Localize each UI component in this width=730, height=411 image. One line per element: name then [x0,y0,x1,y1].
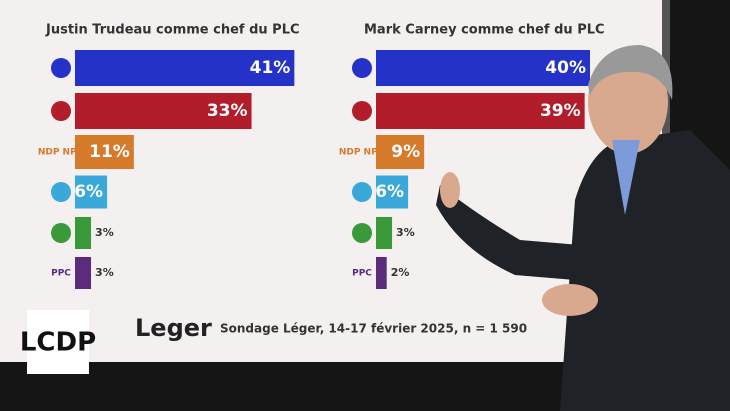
show-logo: LCDP [20,328,96,358]
bar [376,93,585,129]
party-logo [352,223,372,243]
value-label: 2% [391,266,410,279]
bar [376,257,387,289]
party-logo [352,101,372,121]
value-label: 41% [250,58,291,78]
value-label: 11% [89,142,130,162]
party-logo-label: NDP NPD [339,148,385,158]
leger-logo: Leger [135,314,212,342]
bar [376,175,409,209]
presenter-shirt [612,140,640,215]
party-logo-label: PPC [352,269,372,279]
presenter-body [560,130,730,411]
party-logo [352,182,372,202]
bar [75,257,92,289]
charts: Justin Trudeau comme chef du PLC 41% 33% ND… [38,23,605,289]
bar [75,217,92,249]
bar [376,50,590,86]
bar [75,93,252,129]
party-logo [51,223,71,243]
value-label: 6% [74,182,103,202]
value-label: 3% [396,226,415,239]
source-note: Sondage Léger, 14-17 février 2025, n = 1… [220,322,527,336]
value-label: 39% [540,101,581,121]
presenter-hand [440,172,460,208]
presenter-hair [588,45,673,100]
bar [75,175,108,209]
chart-title: Justin Trudeau comme chef du PLC [45,23,300,38]
show-logo-box [27,310,89,374]
bar [376,217,393,249]
party-logo-label: PPC [51,269,71,279]
value-label: 3% [95,226,114,239]
party-logo [352,58,372,78]
presenter-hand [542,284,598,316]
party-logo [51,58,71,78]
party-logo [51,101,71,121]
chart-title: Mark Carney comme chef du PLC [364,23,605,38]
bar [376,135,425,169]
value-label: 9% [391,142,420,162]
bar [75,50,295,86]
party-logo-label: NDP NPD [38,148,84,158]
value-label: 3% [95,266,114,279]
value-label: 6% [375,182,404,202]
value-label: 33% [207,101,248,121]
value-label: 40% [545,58,586,78]
presenter-arm [436,185,580,280]
party-logo [51,182,71,202]
bar [75,135,134,169]
